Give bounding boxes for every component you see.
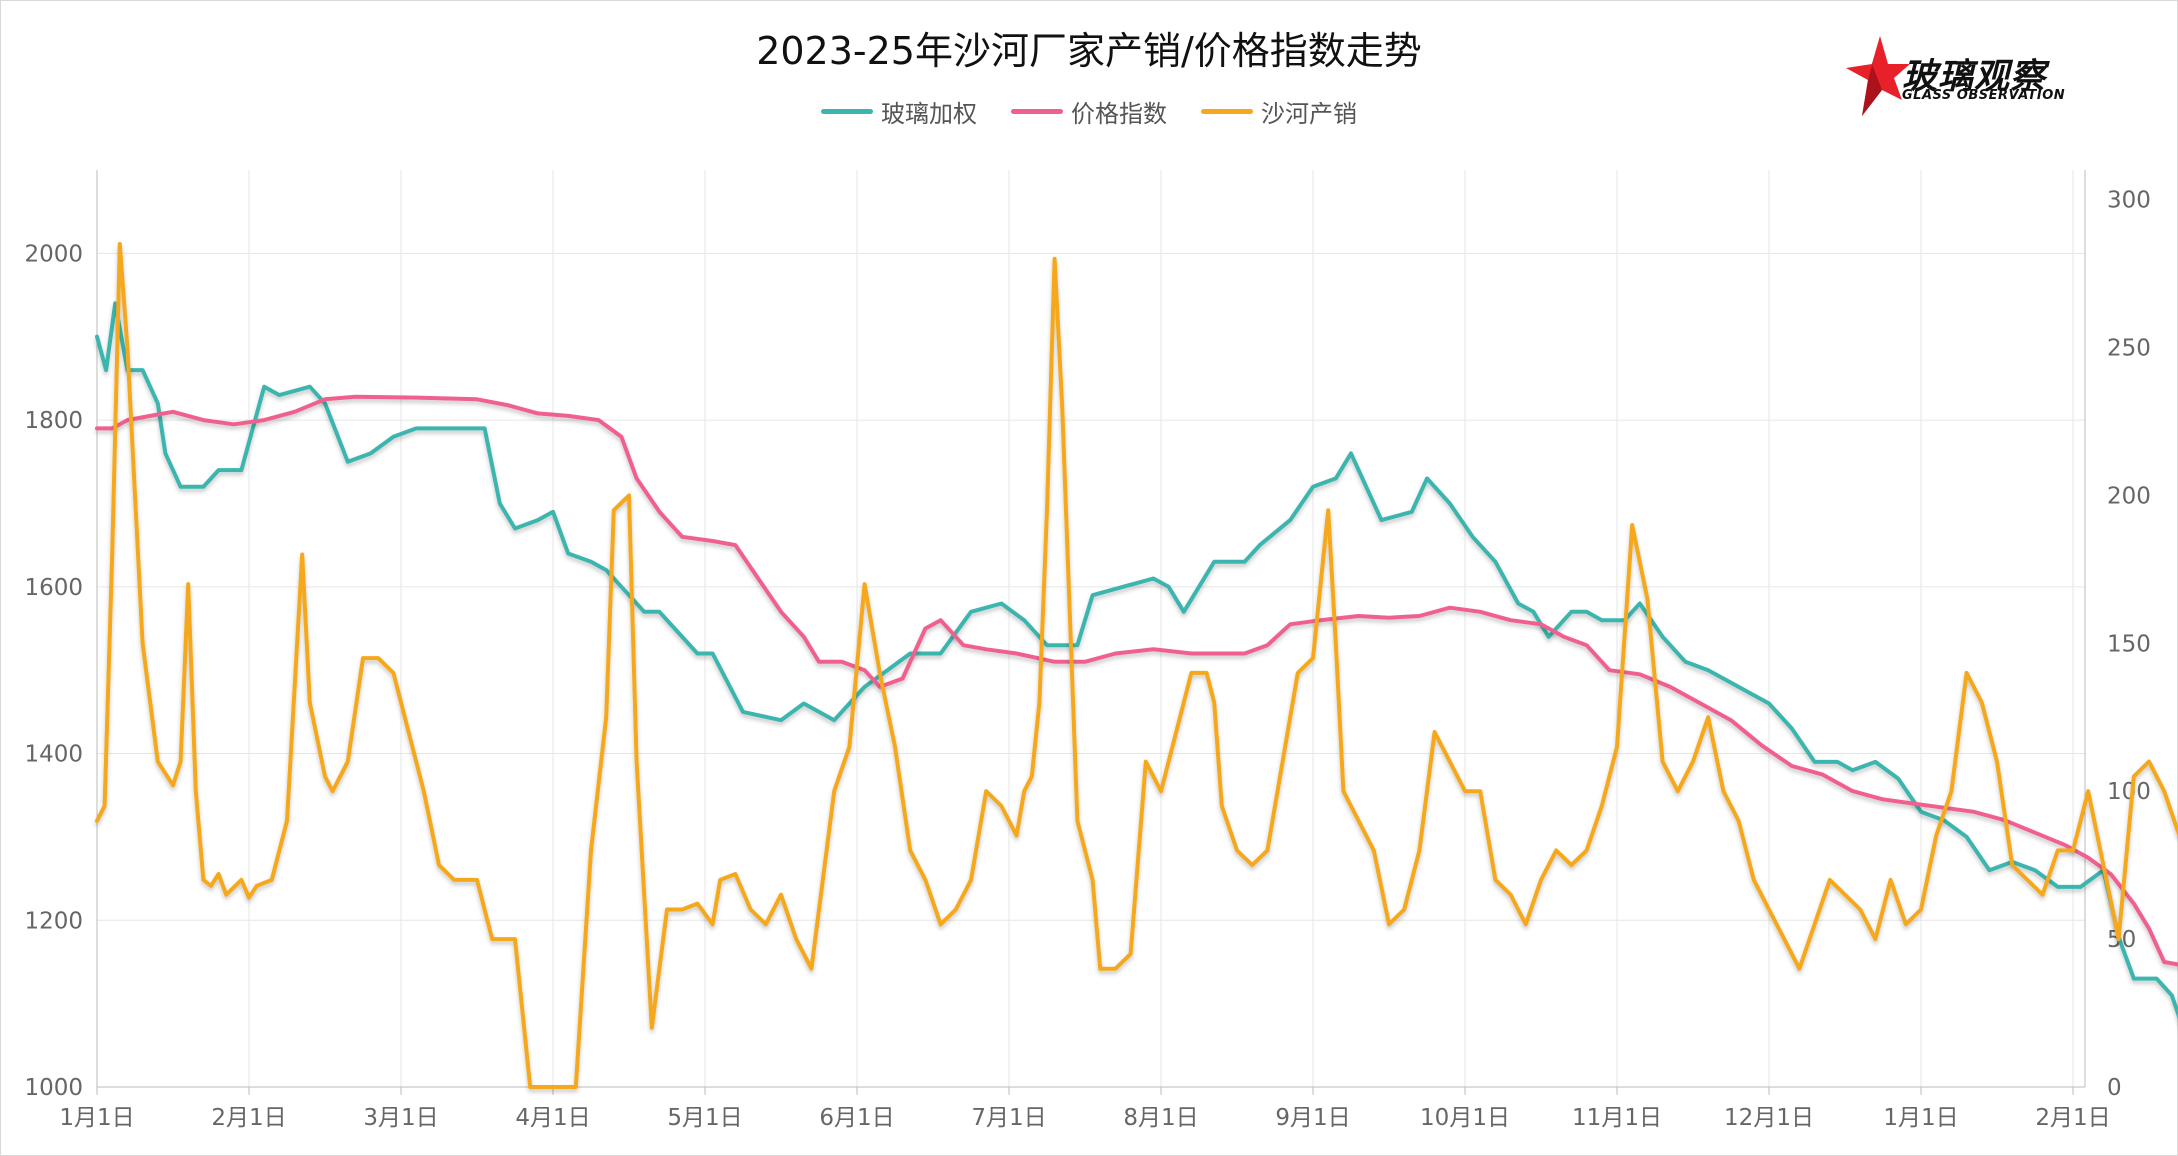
legend-item-shahe-sales[interactable]: 沙河产销 xyxy=(1201,94,1357,129)
brand-name-cn: 玻璃观察 xyxy=(1902,57,2047,97)
y-right-tick-label: 250 xyxy=(2107,335,2151,361)
series-line-glass-weighted xyxy=(95,301,2178,1020)
y-left-tick-label: 1000 xyxy=(24,1075,83,1101)
x-tick-label: 9月1日 xyxy=(1275,1105,1350,1131)
chart-title: 2023-25年沙河厂家产销/价格指数走势 xyxy=(756,29,1422,73)
legend-label-price-index: 价格指数 xyxy=(1071,100,1167,128)
chart-legend: 玻璃加权 价格指数 沙河产销 xyxy=(0,94,2178,129)
x-tick-label: 8月1日 xyxy=(1123,1105,1198,1131)
y-right-tick-label: 0 xyxy=(2107,1075,2122,1101)
series-line-shahe-sales xyxy=(95,242,2178,1089)
grid-layer xyxy=(96,170,2085,1088)
y-left-tick-label: 1400 xyxy=(24,742,83,768)
legend-item-price-index[interactable]: 价格指数 xyxy=(1011,94,1167,129)
y-left-tick-label: 1600 xyxy=(24,575,83,601)
series-layer xyxy=(95,242,2178,1089)
x-tick-label: 10月1日 xyxy=(1420,1105,1510,1131)
y-left-tick-label: 1200 xyxy=(24,908,83,934)
y-right-tick-label: 100 xyxy=(2107,779,2151,805)
y-right-tick-label: 150 xyxy=(2107,631,2151,657)
legend-label-glass-weighted: 玻璃加权 xyxy=(881,100,977,128)
x-tick-label: 1月1日 xyxy=(1883,1105,1958,1131)
y-left-tick-label: 2000 xyxy=(24,241,83,267)
x-tick-label: 2月1日 xyxy=(211,1105,286,1131)
y-left-tick-label: 1800 xyxy=(24,408,83,434)
brand-name-en: GLASS OBSERVATION xyxy=(1902,88,2066,103)
legend-swatch-price-index xyxy=(1011,109,1063,114)
legend-item-glass-weighted[interactable]: 玻璃加权 xyxy=(821,94,977,129)
x-tick-label: 4月1日 xyxy=(515,1105,590,1131)
legend-swatch-shahe-sales xyxy=(1201,109,1253,114)
x-tick-label: 7月1日 xyxy=(971,1105,1046,1131)
x-tick-label: 1月1日 xyxy=(59,1105,134,1131)
x-tick-label: 2月1日 xyxy=(2035,1105,2110,1131)
x-tick-label: 11月1日 xyxy=(1572,1105,1662,1131)
x-tick-label: 12月1日 xyxy=(1724,1105,1814,1131)
axis-layer: 1000120014001600180020000501001502002503… xyxy=(24,170,2151,1131)
x-tick-label: 5月1日 xyxy=(667,1105,742,1131)
legend-label-shahe-sales: 沙河产销 xyxy=(1261,100,1357,128)
y-right-tick-label: 200 xyxy=(2107,483,2151,509)
x-tick-label: 6月1日 xyxy=(819,1105,894,1131)
brand-logo: 玻璃观察 GLASS OBSERVATION xyxy=(1842,34,2072,118)
star-logo-icon xyxy=(1846,36,1910,116)
x-tick-label: 3月1日 xyxy=(363,1105,438,1131)
y-right-tick-label: 300 xyxy=(2107,188,2151,214)
legend-swatch-glass-weighted xyxy=(821,109,873,114)
